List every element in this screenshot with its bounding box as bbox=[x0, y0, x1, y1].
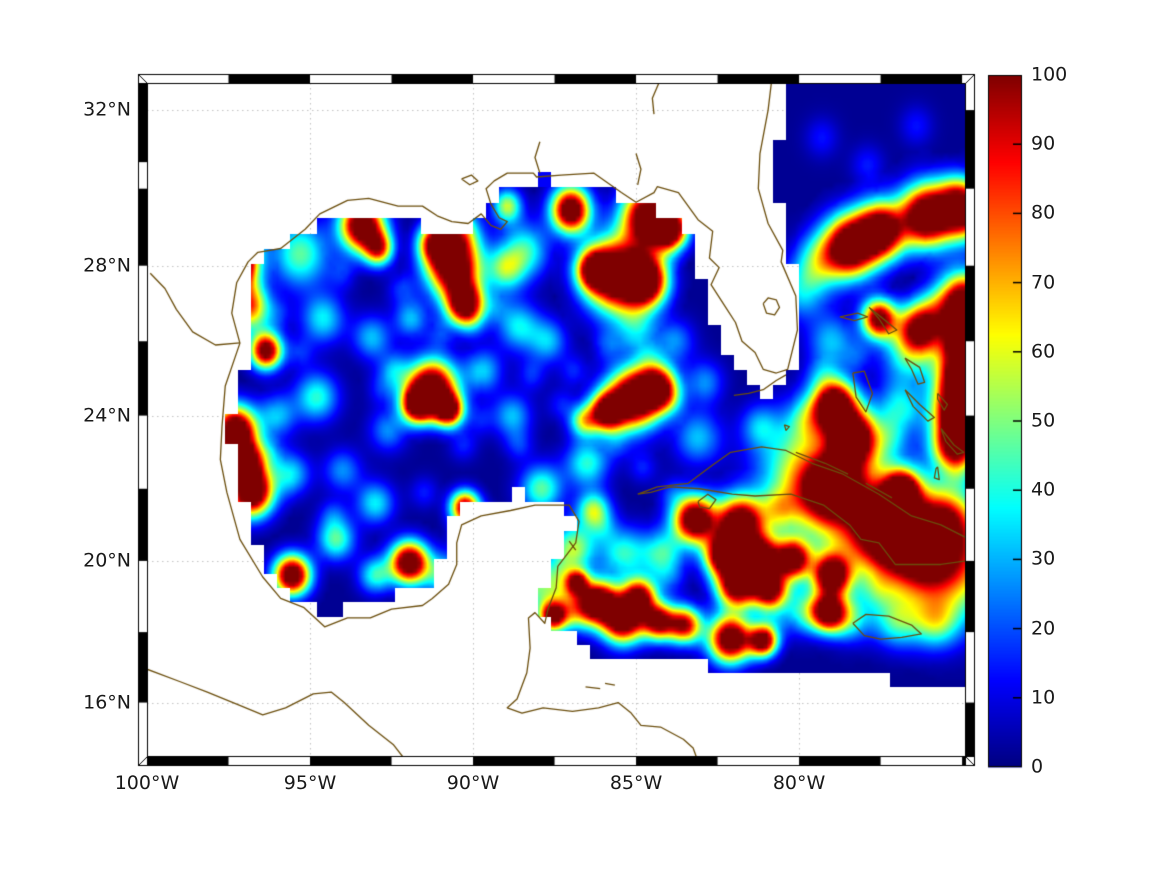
map-plot-canvas bbox=[0, 0, 1167, 875]
figure: 100°W 95°W 90°W 85°W 80°W 32°N 28°N 24°N 20°N 16°… bbox=[0, 0, 1167, 875]
